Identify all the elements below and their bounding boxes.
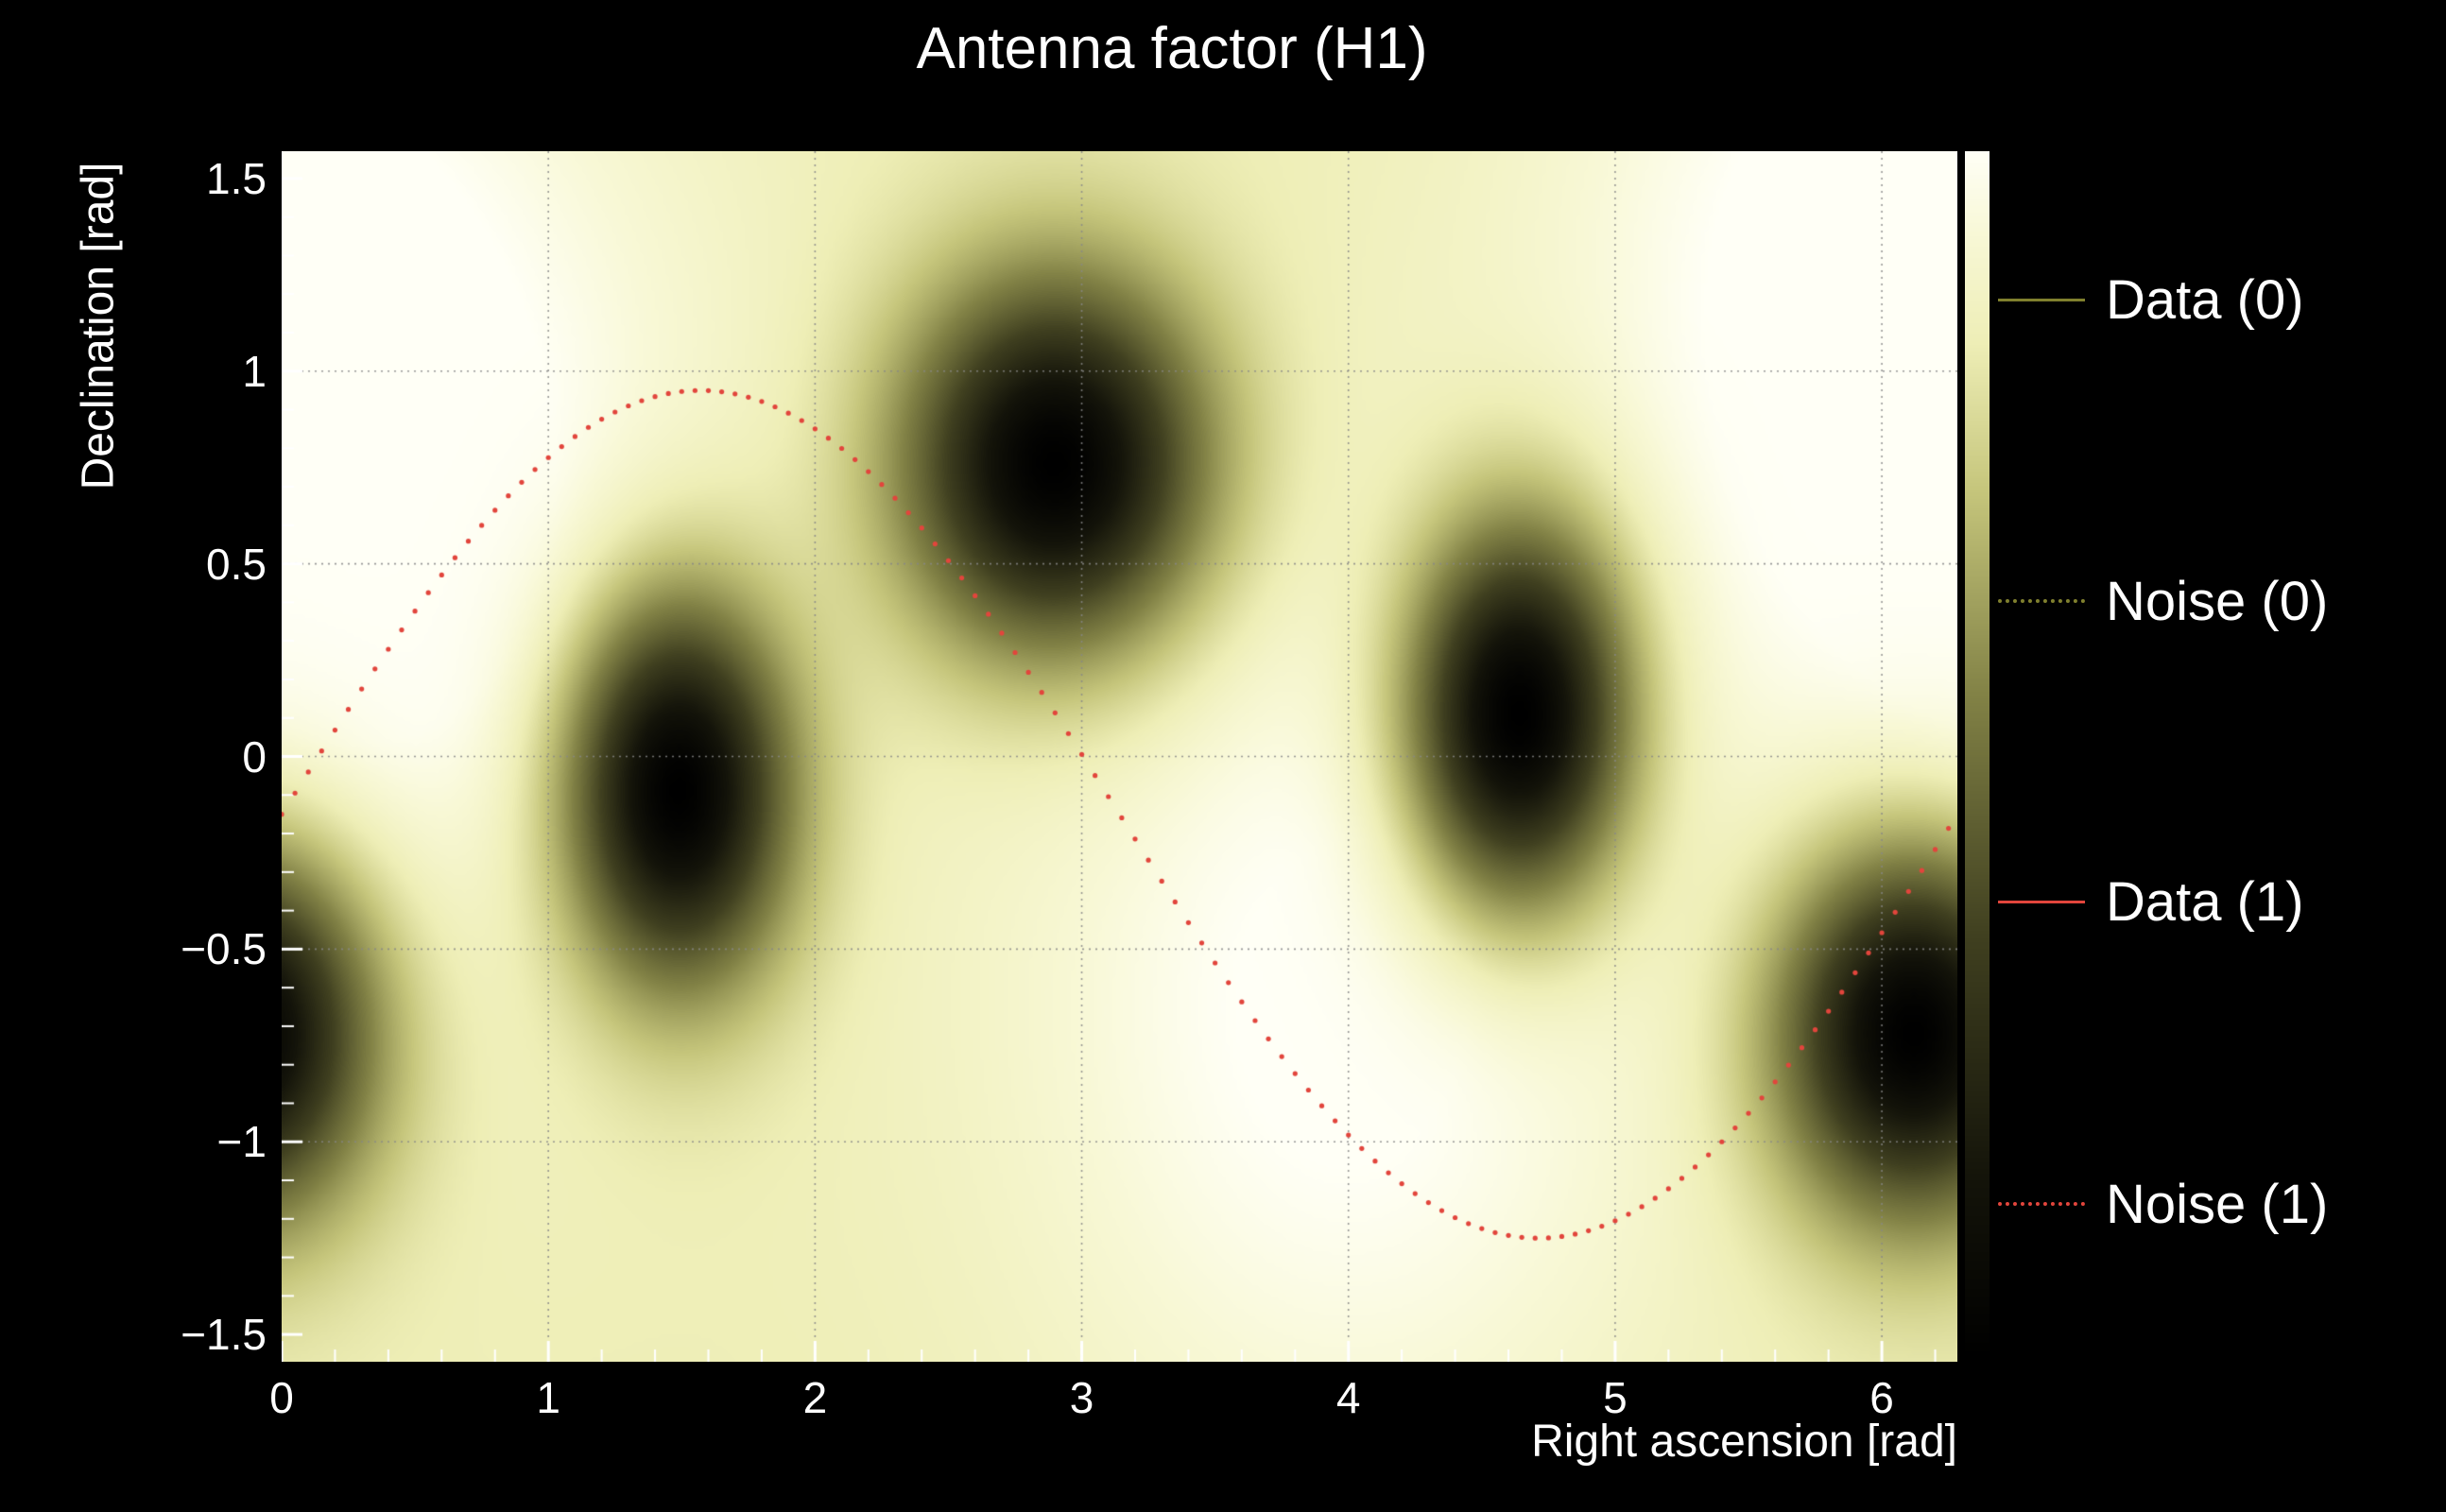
legend-label-noise-0: Noise (0): [2106, 570, 2329, 632]
legend-line-data-0: [1998, 298, 2085, 301]
colorbar: [1965, 151, 1990, 1362]
chart-title: Antenna factor (H1): [916, 16, 1428, 81]
legend-label-data-0: Data (0): [2106, 268, 2304, 331]
legend: Data (0) Noise (0) Data (1) Noise (1): [1989, 0, 2446, 1512]
y-tick-label: 0: [242, 731, 267, 782]
y-axis-label: Declination [rad]: [73, 162, 124, 490]
legend-item-data-0: Data (0): [1998, 268, 2304, 331]
legend-label-noise-1: Noise (1): [2106, 1173, 2329, 1235]
legend-item-data-1: Data (1): [1998, 870, 2304, 933]
legend-line-data-1: [1998, 900, 2085, 903]
legend-label-data-1: Data (1): [2106, 870, 2304, 933]
x-axis-label: Right ascension [rad]: [1531, 1417, 1957, 1467]
y-tick-label: −1.5: [181, 1310, 267, 1360]
legend-item-noise-0: Noise (0): [1998, 570, 2329, 632]
y-tick-label: −0.5: [181, 924, 267, 974]
y-tick-label: 0.5: [206, 539, 267, 589]
y-tick-label: −1: [216, 1117, 267, 1167]
y-tick-label: 1.5: [206, 153, 267, 203]
legend-item-noise-1: Noise (1): [1998, 1173, 2329, 1235]
legend-line-noise-1: [1998, 1202, 2085, 1206]
heatmap-canvas: [282, 151, 1957, 1362]
legend-line-noise-0: [1998, 599, 2085, 603]
y-tick-label: 1: [242, 346, 267, 396]
